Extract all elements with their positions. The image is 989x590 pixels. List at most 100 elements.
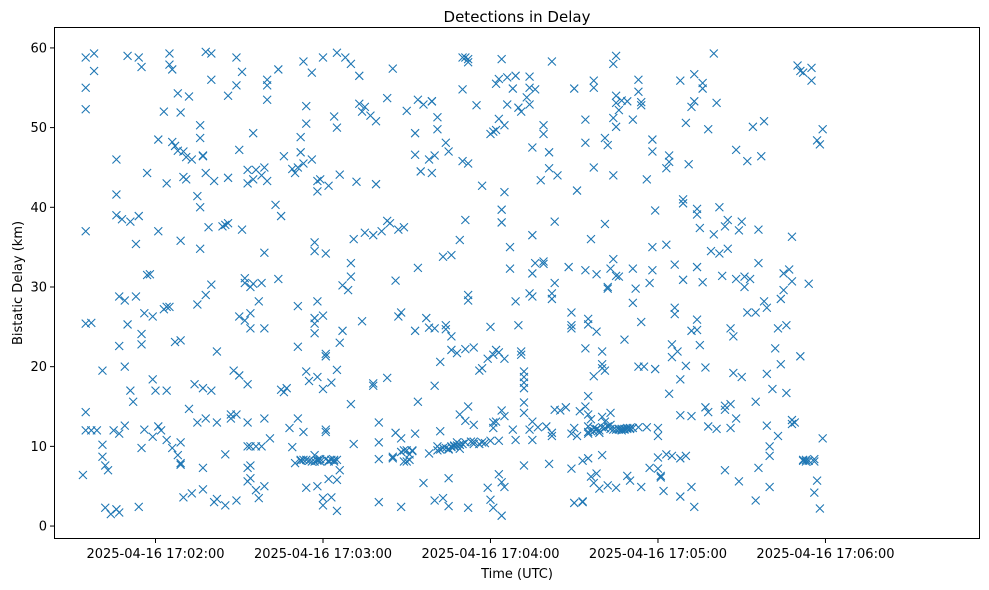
data-point <box>703 124 713 134</box>
data-point <box>201 47 211 57</box>
data-point <box>407 446 417 456</box>
data-point <box>206 280 216 289</box>
data-point <box>818 434 828 443</box>
data-point <box>639 362 649 372</box>
data-point <box>340 53 350 62</box>
data-point <box>684 159 694 169</box>
data-point <box>458 84 467 94</box>
data-point <box>692 315 702 325</box>
data-point <box>240 316 250 325</box>
data-point <box>502 100 512 109</box>
y-tick-label: 60 <box>30 41 47 56</box>
data-point <box>678 275 688 285</box>
data-point <box>648 135 657 144</box>
data-point <box>332 123 342 132</box>
data-point <box>634 87 643 97</box>
data-point <box>335 170 345 180</box>
data-point <box>776 359 786 369</box>
data-point <box>508 425 518 435</box>
data-point <box>153 226 163 236</box>
data-point <box>606 408 615 418</box>
data-point <box>592 469 601 478</box>
data-point <box>279 151 289 161</box>
data-point <box>628 298 638 308</box>
data-point <box>452 348 462 358</box>
data-point <box>290 458 300 468</box>
data-point <box>773 431 783 441</box>
data-point <box>114 508 124 517</box>
data-point <box>661 163 671 173</box>
y-tick-label: 0 <box>39 520 47 535</box>
data-point <box>463 402 473 411</box>
data-point <box>659 486 668 496</box>
data-point <box>438 252 448 262</box>
data-point <box>410 128 420 138</box>
y-tick-label: 20 <box>30 360 47 375</box>
data-point <box>301 119 311 129</box>
data-point <box>748 122 758 132</box>
data-point <box>444 473 453 483</box>
data-point <box>500 482 509 492</box>
data-point <box>148 312 158 321</box>
data-point <box>809 454 819 464</box>
data-point <box>243 165 253 175</box>
data-point <box>567 464 576 474</box>
data-point <box>388 452 398 462</box>
data-point <box>486 495 495 505</box>
data-point <box>391 276 400 285</box>
data-point <box>692 325 702 335</box>
data-point <box>497 205 507 215</box>
data-point <box>321 425 331 435</box>
data-point <box>181 152 191 162</box>
data-point <box>667 339 677 349</box>
data-point <box>581 402 590 411</box>
data-point <box>388 64 398 74</box>
data-point <box>137 62 146 72</box>
data-point <box>139 308 149 318</box>
data-point <box>781 320 791 330</box>
data-point <box>354 71 364 81</box>
data-point <box>804 279 814 289</box>
data-point <box>343 285 353 295</box>
data-point <box>795 351 805 361</box>
data-point <box>165 49 174 58</box>
data-point <box>608 171 618 180</box>
data-point <box>287 442 297 452</box>
data-point <box>246 473 255 483</box>
data-point <box>500 120 509 130</box>
data-point <box>444 147 453 156</box>
data-point <box>687 411 696 421</box>
data-point <box>589 371 599 381</box>
data-point <box>162 435 172 445</box>
data-point <box>335 338 345 348</box>
data-point <box>290 168 300 178</box>
data-point <box>176 460 186 470</box>
data-point <box>765 441 775 451</box>
data-point <box>491 125 501 135</box>
data-point <box>424 449 434 458</box>
data-point <box>611 483 621 493</box>
data-point <box>346 258 356 268</box>
data-point <box>592 424 601 434</box>
data-point <box>494 74 504 84</box>
data-point <box>553 171 562 180</box>
data-point <box>109 426 119 435</box>
data-point <box>313 481 322 491</box>
data-point <box>232 410 241 419</box>
data-point <box>251 485 261 495</box>
data-point <box>505 264 515 274</box>
data-point <box>742 156 752 166</box>
data-point <box>321 351 331 361</box>
data-point <box>550 217 560 227</box>
data-point <box>701 363 710 372</box>
data-point <box>497 218 507 227</box>
data-point <box>589 163 599 172</box>
data-point <box>511 296 520 306</box>
data-point <box>514 103 523 113</box>
data-point <box>592 269 601 279</box>
data-point <box>137 443 146 453</box>
data-point <box>368 230 378 240</box>
data-point <box>192 418 202 427</box>
data-point <box>455 440 465 450</box>
